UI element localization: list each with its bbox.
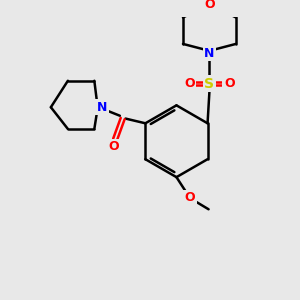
Text: N: N bbox=[204, 47, 214, 60]
Text: O: O bbox=[108, 140, 119, 153]
Text: N: N bbox=[97, 101, 107, 114]
Text: S: S bbox=[204, 76, 214, 91]
Text: O: O bbox=[184, 191, 195, 204]
Text: O: O bbox=[184, 77, 195, 90]
Text: O: O bbox=[204, 0, 215, 11]
Text: O: O bbox=[224, 77, 235, 90]
